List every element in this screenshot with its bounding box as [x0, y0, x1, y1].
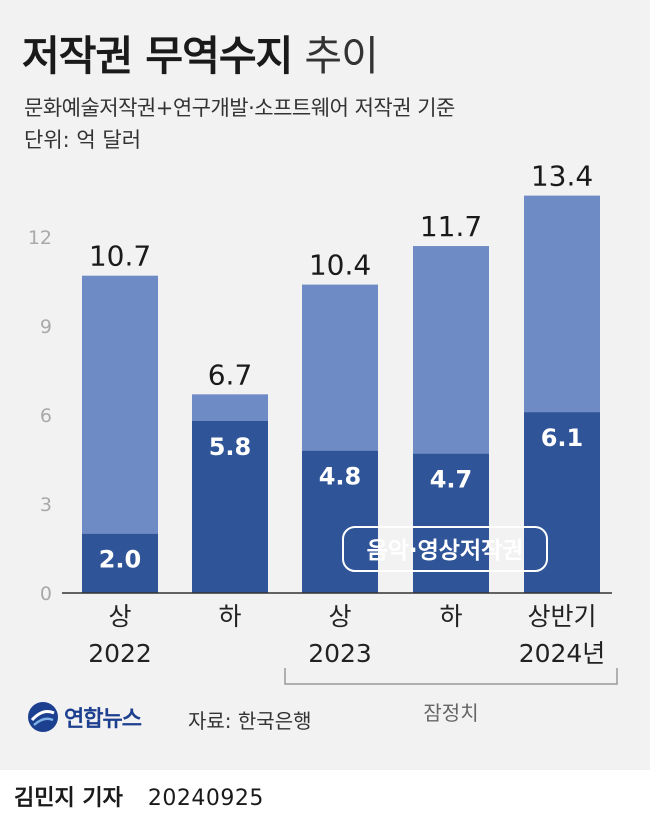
- data-label-total: 13.4: [531, 160, 593, 193]
- bar-segment-music-video: [413, 453, 489, 593]
- bar-segment-music-video: [524, 412, 600, 593]
- chart-title: 저작권 무역수지 추이: [22, 22, 379, 82]
- data-label-total: 6.7: [208, 358, 253, 391]
- yonhap-logo-icon: [28, 702, 58, 732]
- unit-label: 단위: 억 달러: [24, 128, 142, 152]
- data-label-music-video: 2.0: [99, 546, 142, 574]
- data-label-music-video: 4.8: [319, 463, 362, 491]
- bar-segment-rest: [82, 275, 158, 534]
- x-tick-label: 2024년: [519, 639, 606, 668]
- yonhap-logo: 연합뉴스: [26, 700, 142, 734]
- y-tick-label: 6: [40, 405, 52, 427]
- x-tick-label: 하: [439, 602, 462, 631]
- provisional-label: 잠정치: [423, 701, 478, 725]
- bar-segment-rest: [524, 195, 600, 413]
- data-label-total: 10.7: [89, 240, 151, 273]
- y-tick-label: 12: [28, 227, 52, 249]
- y-tick-label: 9: [40, 316, 52, 338]
- x-tick-label: 2022: [88, 639, 152, 668]
- reporter-name: 김민지 기자: [14, 786, 123, 811]
- title-bold: 저작권 무역수지: [22, 32, 293, 80]
- provisional-bracket: [284, 668, 618, 685]
- source-text: 자료: 한국은행: [188, 709, 312, 733]
- data-label-total: 11.7: [420, 210, 482, 243]
- x-tick-label: 2023: [308, 639, 372, 668]
- y-tick-label: 3: [40, 494, 52, 516]
- y-tick-label: 0: [40, 583, 52, 605]
- x-tick-label: 상: [108, 602, 131, 631]
- x-tick-label: 상: [328, 602, 351, 631]
- bar-segment-rest: [302, 284, 378, 451]
- data-label-total: 10.4: [309, 249, 371, 282]
- legend-label: 음악·영상저작권: [367, 538, 524, 564]
- x-tick-label: 상반기: [527, 602, 596, 631]
- title-light: 추이: [304, 32, 378, 80]
- data-label-music-video: 4.7: [430, 466, 473, 494]
- chart-subtitle: 문화예술저작권+연구개발·소프트웨어 저작권 기준: [24, 96, 455, 120]
- byline: 김민지 기자 20240925: [14, 780, 264, 812]
- logo-text: 연합뉴스: [64, 707, 142, 732]
- bar-segment-music-video: [82, 533, 158, 593]
- bar-chart: 0 3 6 9 12 2.0 10.7 5.8 6.7 4.8 10.4 4.7 11.7 6.1 13.4…: [28, 160, 618, 725]
- x-tick-label: 하: [218, 602, 241, 631]
- publish-date: 20240925: [147, 786, 264, 811]
- data-label-music-video: 6.1: [541, 424, 584, 452]
- legend-pill: [342, 526, 548, 572]
- bar-segment-music-video: [302, 450, 378, 593]
- bar-segment-rest: [413, 246, 489, 454]
- bar-segment-rest: [192, 394, 268, 421]
- bar-segment-music-video: [192, 421, 268, 593]
- data-label-music-video: 5.8: [209, 433, 252, 461]
